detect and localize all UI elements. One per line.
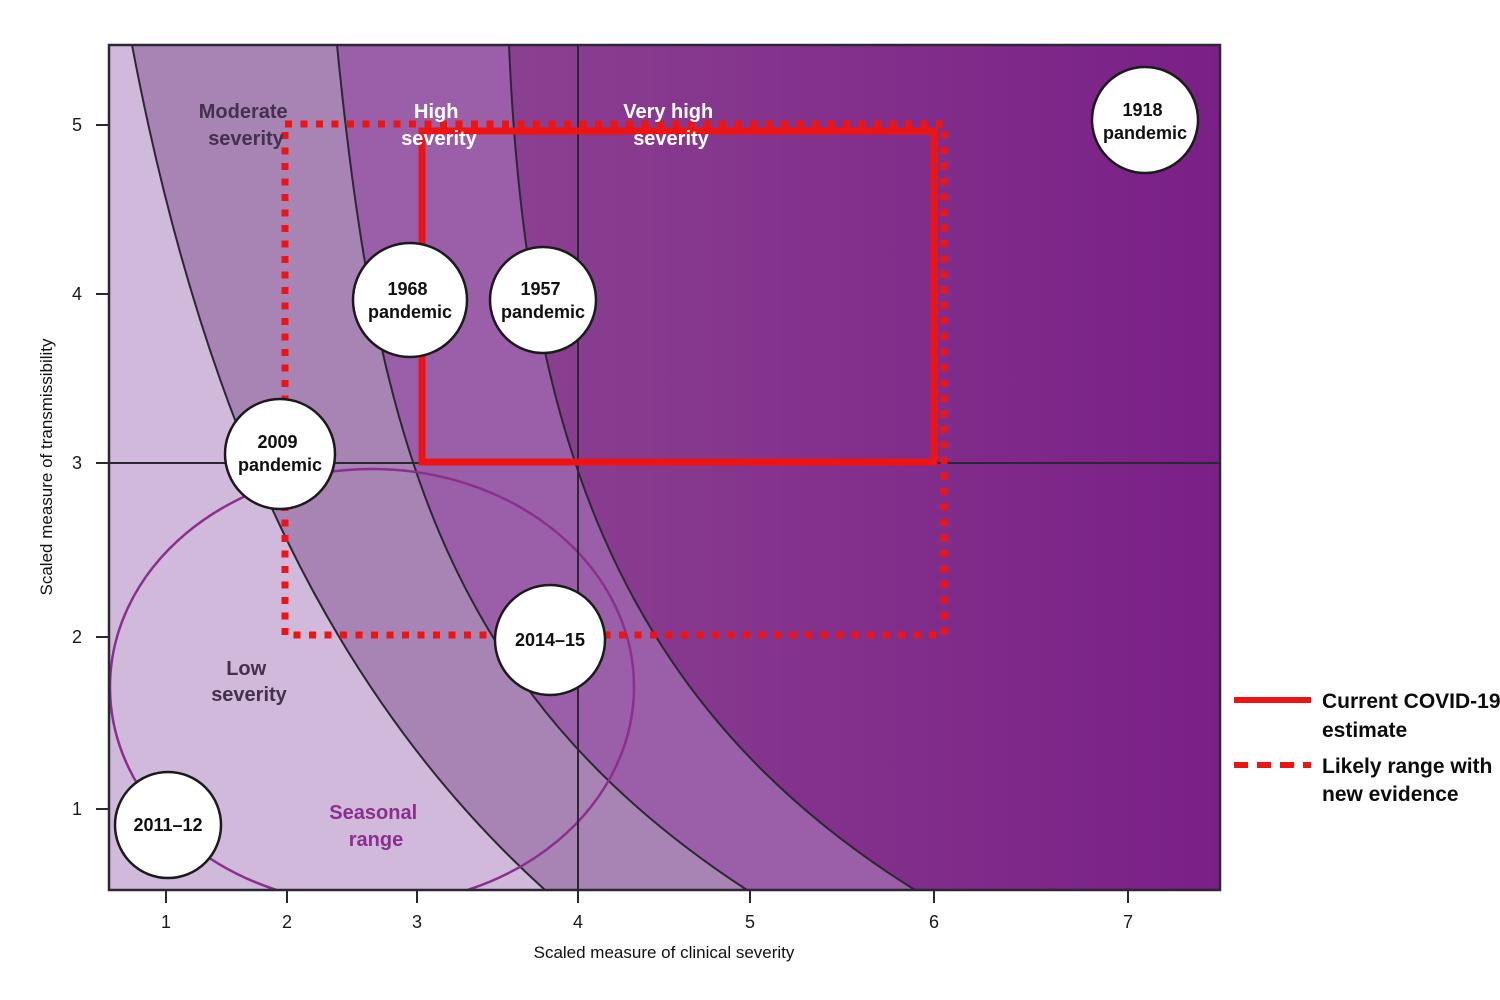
band-boundary-3 (508, 45, 916, 890)
legend-label-line: Likely range with (1322, 755, 1492, 778)
event-label-1968-pandemic: 1968 pandemic (368, 279, 452, 322)
event-label-line: pandemic (238, 455, 322, 475)
x-axis: 1 2 3 4 5 6 7 Scaled measure of clinical… (161, 890, 1133, 962)
zone-label-line: High (414, 101, 458, 123)
event-label-line: 2009 (257, 432, 297, 452)
event-circle-1957-pandemic (488, 245, 598, 355)
x-axis-title: Scaled measure of clinical severity (534, 943, 795, 962)
band-very-high-severity (509, 45, 1220, 890)
zone-label-line: range (349, 829, 403, 851)
event-label-line: pandemic (368, 302, 452, 322)
y-tick-label-3: 3 (72, 453, 82, 473)
event-circle-2011-12 (113, 770, 223, 880)
y-tick-label-5: 5 (72, 115, 82, 135)
zone-label-very-high-severity: Very high severity (623, 101, 719, 150)
band-boundary-2 (336, 45, 748, 890)
zone-label-moderate-severity: Moderate severity (199, 101, 293, 150)
event-label-line: 1968 (387, 279, 427, 299)
x-tick-label-4: 4 (573, 912, 583, 932)
y-tick-label-2: 2 (72, 627, 82, 647)
x-tick-label-1: 1 (161, 912, 171, 932)
event-circle-1968-pandemic (351, 241, 469, 359)
event-label-2014-15: 2014–15 (515, 630, 585, 650)
likely-range-box (281, 120, 948, 639)
y-axis-title: Scaled measure of transmissibility (37, 338, 56, 595)
zone-label-line: Seasonal (329, 802, 417, 824)
zone-label-line: severity (211, 684, 287, 706)
event-circle-1918-pandemic (1090, 65, 1200, 175)
legend-label-line: new evidence (1322, 783, 1459, 806)
zone-label-line: severity (633, 128, 709, 150)
y-axis: 5 4 3 2 1 Scaled measure of transmissibi… (37, 115, 109, 819)
legend-label-current-estimate: Current COVID-19 estimate (1322, 690, 1500, 742)
y-tick-label-1: 1 (72, 799, 82, 819)
zone-label-line: severity (208, 128, 284, 150)
event-label-2009-pandemic: 2009 pandemic (238, 432, 322, 475)
event-label-1918-pandemic: 1918 pandemic (1103, 100, 1187, 143)
x-tick-label-6: 6 (929, 912, 939, 932)
event-label-2011-12: 2011–12 (133, 815, 202, 835)
zone-label-low-severity: Low severity (211, 658, 287, 706)
x-tick-label-2: 2 (282, 912, 292, 932)
event-circle-2014-15 (493, 583, 607, 697)
event-circles: 2011–12 2009 pandemic 1968 pandemic 1957… (113, 65, 1200, 880)
event-label-line: pandemic (501, 302, 585, 322)
zone-label-line: Low (226, 658, 266, 680)
y-tick-label-4: 4 (72, 284, 82, 304)
legend-label-likely-range: Likely range with new evidence (1322, 755, 1498, 806)
x-tick-label-5: 5 (745, 912, 755, 932)
event-label-1957-pandemic: 1957 pandemic (501, 279, 585, 322)
zone-label-line: Moderate (199, 101, 288, 123)
legend-label-line: estimate (1322, 719, 1407, 742)
event-label-line: 1918 (1122, 100, 1162, 120)
event-label-line: 2014–15 (515, 630, 585, 650)
zone-label-line: severity (401, 128, 477, 150)
plot-border (107, 43, 1222, 892)
event-label-line: 1957 (520, 279, 560, 299)
event-label-line: pandemic (1103, 123, 1187, 143)
zone-label-high-severity: High severity (401, 101, 477, 150)
event-label-line: 2011–12 (133, 815, 202, 835)
legend-label-line: Current COVID-19 (1322, 690, 1500, 713)
zone-labels: Moderate severity High severity Very hig… (199, 101, 719, 851)
x-tick-label-3: 3 (412, 912, 422, 932)
x-tick-label-7: 7 (1123, 912, 1133, 932)
event-circle-2009-pandemic (223, 397, 337, 511)
zone-label-seasonal-range: Seasonal range (329, 802, 422, 851)
legend: Current COVID-19 estimate Likely range w… (1234, 690, 1500, 806)
zone-label-line: Very high (623, 101, 713, 123)
